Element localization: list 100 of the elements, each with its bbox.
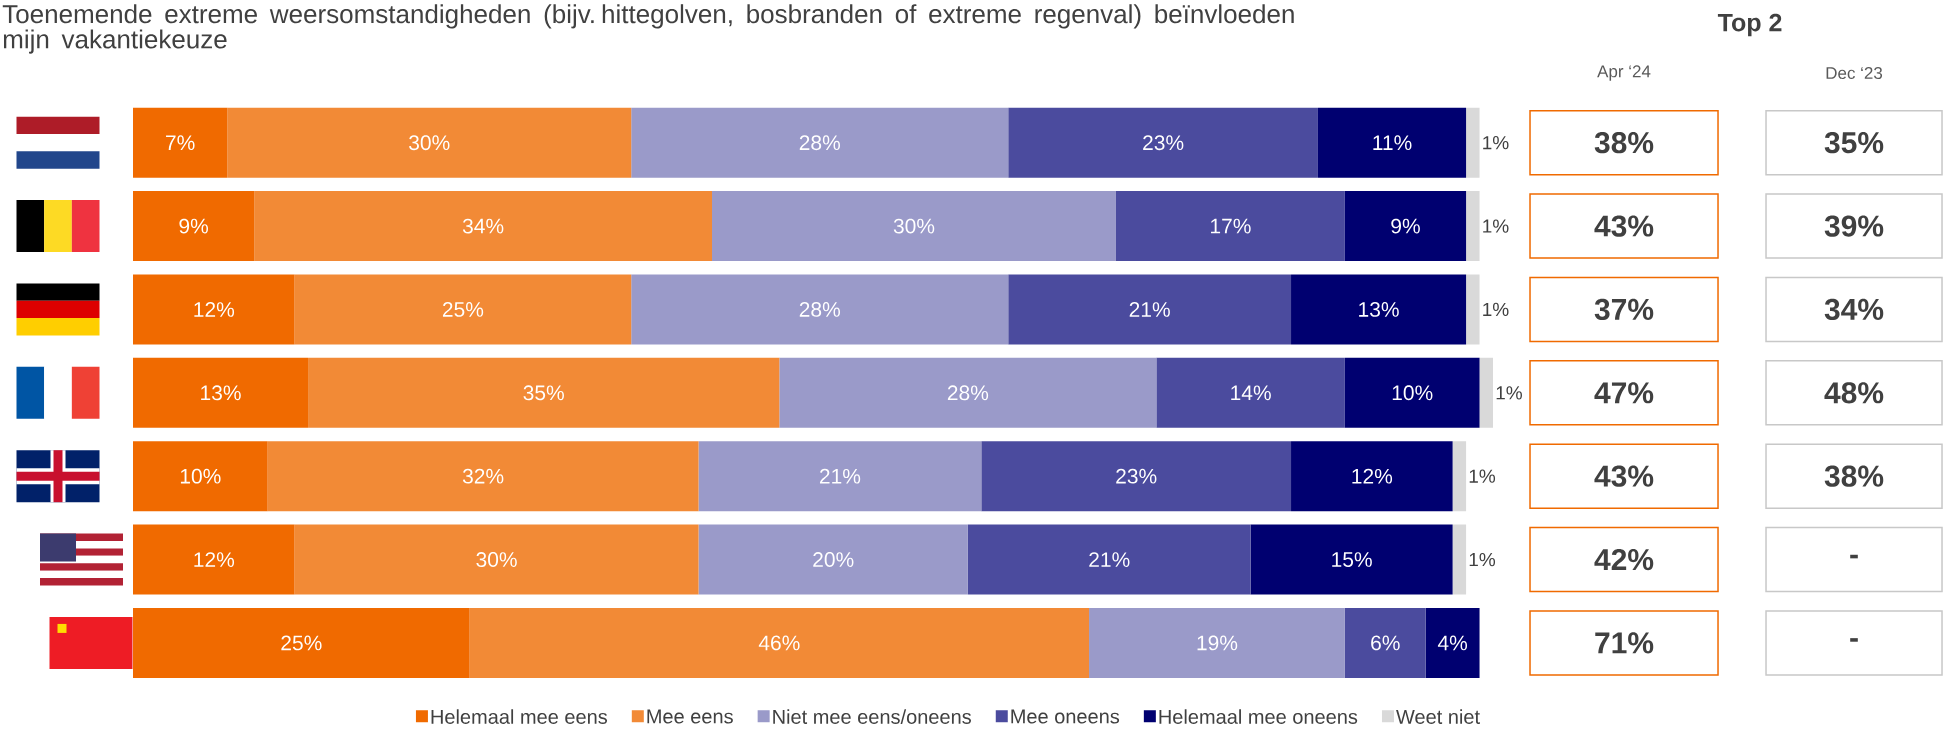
data-label: 23% [1116,468,1157,484]
data-label: 19% [1197,635,1238,651]
data-label: 21% [1129,302,1170,317]
text: 38% [1824,465,1884,487]
bar [294,524,699,595]
data-label: 12% [194,552,235,567]
bar [227,107,632,178]
bar [1344,191,1467,262]
data-label: 34% [462,218,504,234]
bar [1089,607,1345,678]
data-label: 28% [799,135,840,151]
category-label: Dec ‘23 [1826,66,1883,80]
data-label: 1% [1483,136,1509,150]
bar [1008,274,1292,345]
data-label: 15% [1332,552,1372,567]
bar [1291,274,1467,345]
bar [1115,191,1345,262]
bar [1344,607,1426,678]
text: 37% [1594,298,1654,321]
legend-label: Niet mee eens/oneens [773,709,971,724]
text: 71% [1595,632,1654,654]
data-label: 23% [1143,135,1184,151]
bar [133,441,268,512]
data-label: 1% [1496,386,1522,400]
bar [779,357,1157,428]
chart-title: Toenemende extreme weersomstandigheden (bijv. hittegolven, bosbranden of extreme regenval) beïnvloeden mijn vakantiekeuze [2,4,1294,54]
data-label: 30% [893,218,935,234]
bar [1466,191,1480,262]
data-label: 17% [1211,218,1251,234]
text: - [1850,554,1858,559]
bar [1466,274,1480,345]
bar [133,191,255,262]
bar [1466,107,1480,178]
bar [1452,524,1467,595]
text: - [1850,638,1858,642]
bar [1425,607,1480,678]
data-label: 35% [523,385,564,401]
bar [698,524,968,595]
bar [1156,357,1345,428]
text: 38% [1594,132,1654,154]
legend-label: Weet niet [1396,709,1480,724]
data-label: 21% [1089,552,1130,567]
data-label: 28% [947,385,989,401]
data-label: 11% [1373,135,1412,151]
text: 34% [1824,298,1884,321]
bar [967,524,1251,595]
bar [133,107,228,178]
bar [133,357,309,428]
data-label: 1% [1483,302,1509,317]
bar [1344,357,1480,428]
legend-label: Mee oneens [1011,709,1120,724]
data-label: 10% [180,468,221,484]
data-label: 6% [1371,635,1400,651]
bar [308,357,780,428]
text: 48% [1824,382,1884,404]
data-label: 30% [476,552,517,567]
bar [1317,107,1467,178]
data-label: 7% [166,135,195,151]
bar [133,274,295,345]
bar [631,107,1009,178]
text: 47% [1594,382,1654,404]
text: 35% [1824,132,1884,154]
data-label: 12% [1352,468,1393,484]
category-label: Apr ‘24 [1597,65,1651,81]
bar [254,191,713,262]
data-label: 1% [1483,219,1509,233]
data-label: 46% [758,635,800,651]
bar [294,274,632,345]
text: Top 2 [1717,13,1782,37]
data-label: 32% [462,468,504,484]
bar [698,441,982,512]
data-label: 20% [813,552,854,567]
bar [1479,357,1494,428]
text: 43% [1594,465,1654,487]
data-label: 10% [1392,385,1433,401]
bar [469,607,1090,678]
legend-label: Mee eens [647,709,733,724]
text: 39% [1824,215,1884,237]
data-label: 12% [194,302,235,317]
legend-label: Helemaal mee eens [431,709,608,724]
legend-label: Helemaal mee oneens [1159,709,1358,724]
data-label: 21% [819,468,861,484]
data-label: 13% [1359,302,1399,317]
bar [267,441,699,512]
data-label: 14% [1231,385,1271,401]
data-label: 28% [799,302,840,317]
data-label: 1% [1469,469,1496,483]
data-label: 30% [409,135,450,151]
data-label: 4% [1437,635,1468,651]
bar [1291,441,1453,512]
data-label: 9% [179,218,209,234]
data-label: 25% [442,302,484,317]
bar [1452,441,1467,512]
bar [981,441,1292,512]
bar [631,274,1009,345]
data-label: 9% [1391,218,1420,234]
data-label: 1% [1469,552,1496,567]
bar [133,524,295,595]
data-label: 25% [281,635,322,651]
text: 42% [1594,548,1654,571]
